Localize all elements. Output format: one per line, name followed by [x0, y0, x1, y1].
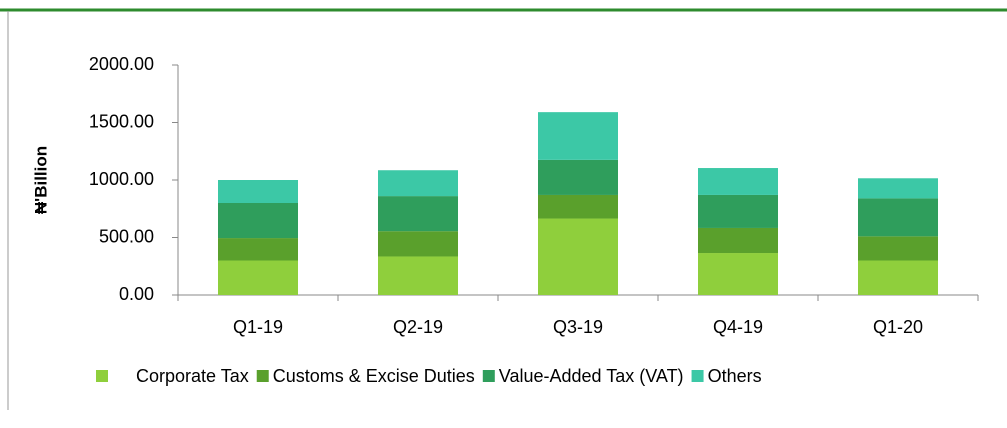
legend-swatch	[256, 370, 269, 382]
bar-segment	[858, 178, 938, 199]
bar-segment	[378, 196, 458, 232]
bar-segment	[218, 203, 298, 239]
bar-segment	[538, 218, 618, 295]
bar-segment	[538, 112, 618, 160]
x-tick-label: Q4-19	[713, 317, 763, 337]
bar-segment	[698, 194, 778, 228]
y-tick-label: 0.00	[119, 284, 154, 304]
legend-swatch	[691, 370, 704, 382]
legend-label: Corporate Tax	[136, 366, 249, 386]
bar-segment	[218, 238, 298, 261]
bar-segment	[538, 194, 618, 219]
bar-segment	[218, 260, 298, 295]
y-tick-label: 2000.00	[89, 54, 154, 74]
bar-segment	[858, 260, 938, 295]
x-tick-label: Q1-19	[233, 317, 283, 337]
bar-segment	[858, 236, 938, 261]
bar-segment	[378, 256, 458, 295]
bar-segment	[698, 227, 778, 254]
bar-segment	[378, 231, 458, 257]
y-axis-label: ₦'Billion	[31, 146, 50, 214]
legend-swatch	[482, 370, 495, 382]
bar-segment	[698, 168, 778, 195]
y-tick-label: 500.00	[99, 226, 154, 246]
x-tick-label: Q3-19	[553, 317, 603, 337]
bar-segment	[698, 253, 778, 295]
x-tick-label: Q1-20	[873, 317, 923, 337]
bar-segment	[378, 170, 458, 197]
legend-label: Others	[708, 366, 762, 386]
bar-segment	[858, 198, 938, 237]
legend-label: Value-Added Tax (VAT)	[499, 366, 684, 386]
legend-swatch	[96, 370, 108, 382]
bar-segment	[538, 159, 618, 195]
y-tick-label: 1000.00	[89, 169, 154, 189]
legend-label: Customs & Excise Duties	[273, 366, 475, 386]
x-tick-label: Q2-19	[393, 317, 443, 337]
y-tick-label: 1500.00	[89, 111, 154, 131]
bar-segment	[218, 180, 298, 203]
